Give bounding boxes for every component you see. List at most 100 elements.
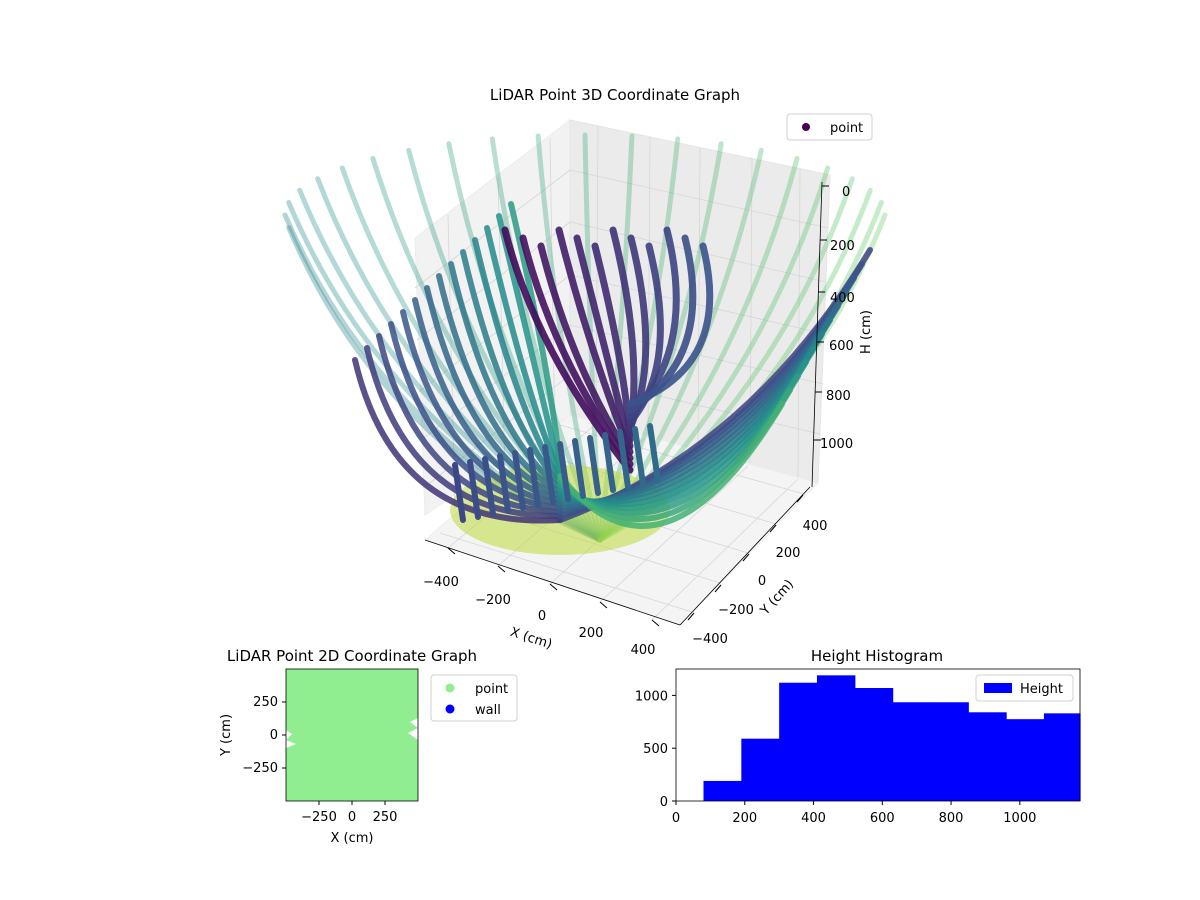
- plot3d-point-strand: [587, 435, 601, 496]
- plot3d-point-arc: [537, 242, 634, 462]
- plot3d-point-arc: [436, 273, 563, 495]
- plot3d-point-arc: [508, 201, 563, 471]
- plot3d-x-tick-label: 0: [538, 609, 546, 624]
- plot3d-point-arc: [388, 321, 563, 511]
- plot2d-legend-label: wall: [475, 703, 501, 718]
- plot2d-point-fill: [286, 669, 418, 801]
- histogram-bar: [854, 688, 894, 801]
- plot3d-title: LiDAR Point 3D Coordinate Graph: [490, 86, 740, 104]
- plot2d-legend-label: point: [475, 682, 508, 697]
- plot2d-y-ticks: 250 0 −250 Y (cm): [219, 695, 286, 776]
- plot3d-y-tick-label: 400: [803, 519, 828, 534]
- histogram-y-tick-label: 500: [643, 742, 668, 757]
- histogram-bar: [741, 738, 780, 801]
- plot3d-point-strand: [572, 438, 586, 499]
- histogram-legend: Height: [975, 674, 1074, 702]
- plot3d-point-arc: [448, 261, 563, 491]
- plot3d-gridline: [599, 465, 749, 603]
- plot3d-point-strand: [557, 441, 571, 502]
- histogram-x-tick-label: 600: [870, 811, 895, 826]
- plot3d-point-strand: [632, 426, 646, 487]
- plot3d-z-tick-label: 200: [830, 239, 855, 254]
- histogram-bar: [968, 712, 1007, 801]
- histogram-x-tick-label: 0: [672, 811, 680, 826]
- plot3d-point-strand: [497, 453, 511, 514]
- plot3d-point-arc: [555, 226, 634, 456]
- plot3d-gridline: [651, 478, 799, 621]
- plot3d-y-tick-label: 0: [758, 574, 766, 589]
- histogram-y-tick-label: 1000: [635, 689, 668, 704]
- histogram-bar: [930, 702, 969, 801]
- plot3d-point-strand: [467, 459, 481, 520]
- histogram-bar: [1006, 719, 1045, 801]
- plot3d-x-axis-line: [424, 539, 681, 626]
- plot3d-x-tick-label: −200: [475, 593, 511, 608]
- plot3d-point-arc: [352, 357, 563, 524]
- plot2d-y-axis-label: Y (cm): [219, 714, 234, 757]
- plot3d-y-axis-line: [679, 486, 811, 626]
- plot3d-y-ticks: −400 −200 0 200 400 Y (cm): [687, 494, 828, 647]
- plot3d-legend-box: [786, 113, 873, 141]
- plot3d-legend-label: point: [830, 121, 863, 136]
- plot2d-title: LiDAR Point 2D Coordinate Graph: [227, 647, 477, 665]
- histogram-legend-swatch: [984, 683, 1012, 693]
- plot2d-x-ticks: −250 0 250 X (cm): [301, 801, 397, 846]
- plot3d-z-tick-label: 0: [842, 185, 850, 200]
- plot3d-y-tick-label: −200: [718, 603, 754, 618]
- plot3d-point-cloud: [282, 132, 888, 555]
- histogram-frame: [675, 668, 1081, 802]
- plot3d-z-tick-label: 1000: [820, 437, 853, 452]
- plot3d-legend: point: [786, 113, 873, 141]
- plot3d-point-arc: [400, 309, 563, 507]
- plot3d-point-arc: [626, 242, 714, 408]
- plot3d-point-arc: [519, 234, 634, 468]
- plot3d-point-strand: [542, 444, 556, 505]
- plot3d-gridline: [439, 532, 693, 613]
- plot3d-gridline: [418, 274, 571, 393]
- histogram-x-tick-label: 800: [939, 811, 964, 826]
- histogram-bar: [892, 702, 932, 801]
- histogram-title: Height Histogram: [811, 647, 943, 665]
- plot3d-point-strand: [512, 450, 526, 511]
- plot3d-y-tick-label: −400: [692, 632, 728, 647]
- plot3d-z-tick-label: 600: [829, 339, 854, 354]
- plot2d-y-tick-label: −250: [242, 761, 278, 776]
- plot3d-gridline: [569, 169, 829, 229]
- histogram-x-tick-label: 1000: [1003, 811, 1036, 826]
- plot3d-point-strand: [647, 423, 661, 484]
- plot3d-z-axis-line: [811, 181, 823, 488]
- histogram-y-ticks: 0 500 1000: [635, 689, 676, 810]
- plot3d-x-tick-label: −400: [423, 575, 459, 590]
- plot3d-point-arc: [496, 213, 563, 475]
- plot2d-x-tick-label: −250: [301, 810, 337, 825]
- plot3d-z-tick-label: 400: [830, 291, 855, 306]
- plot2d-x-axis-label: X (cm): [331, 831, 374, 846]
- plot3d-point-arc: [573, 234, 634, 450]
- histogram-x-ticks: 0 200 400 600 800 1000: [672, 801, 1036, 826]
- histogram-x-tick-label: 200: [732, 811, 757, 826]
- plot3d-gridline: [416, 221, 571, 341]
- plot3d-gridline: [414, 169, 571, 289]
- plot2d-legend: point wall: [430, 674, 518, 722]
- histogram-bar: [1043, 713, 1081, 801]
- histogram-bar: [703, 780, 742, 801]
- plot2d-y-tick-label: 0: [270, 728, 278, 743]
- plot2d-x-tick-label: 250: [373, 810, 398, 825]
- plot3d-z-axis-label: H (cm): [859, 310, 874, 354]
- plot2d-x-tick-label: 0: [348, 810, 356, 825]
- plot3d-point-strand: [527, 447, 541, 508]
- plot3d-point-strand: [617, 429, 631, 490]
- lidar-2d-plot: LiDAR Point 2D Coordinate Graph −250 0 2…: [219, 647, 518, 846]
- plot3d-point-arc: [484, 225, 563, 479]
- plot3d-point-strand: [602, 432, 616, 493]
- histogram-x-tick-label: 400: [801, 811, 826, 826]
- plot3d-x-tick-label: 200: [579, 626, 604, 641]
- plot3d-legend-marker: [802, 123, 810, 131]
- plot2d-y-tick-label: 250: [253, 695, 278, 710]
- plot3d-y-tick-label: 200: [776, 546, 801, 561]
- histogram-bar: [816, 675, 856, 801]
- histogram-legend-box: [975, 674, 1074, 702]
- lidar-3d-plot: LiDAR Point 3D Coordinate Graph −400 −20…: [282, 86, 888, 658]
- histogram-y-tick-label: 0: [660, 795, 668, 810]
- plot3d-point-strand: [482, 456, 496, 517]
